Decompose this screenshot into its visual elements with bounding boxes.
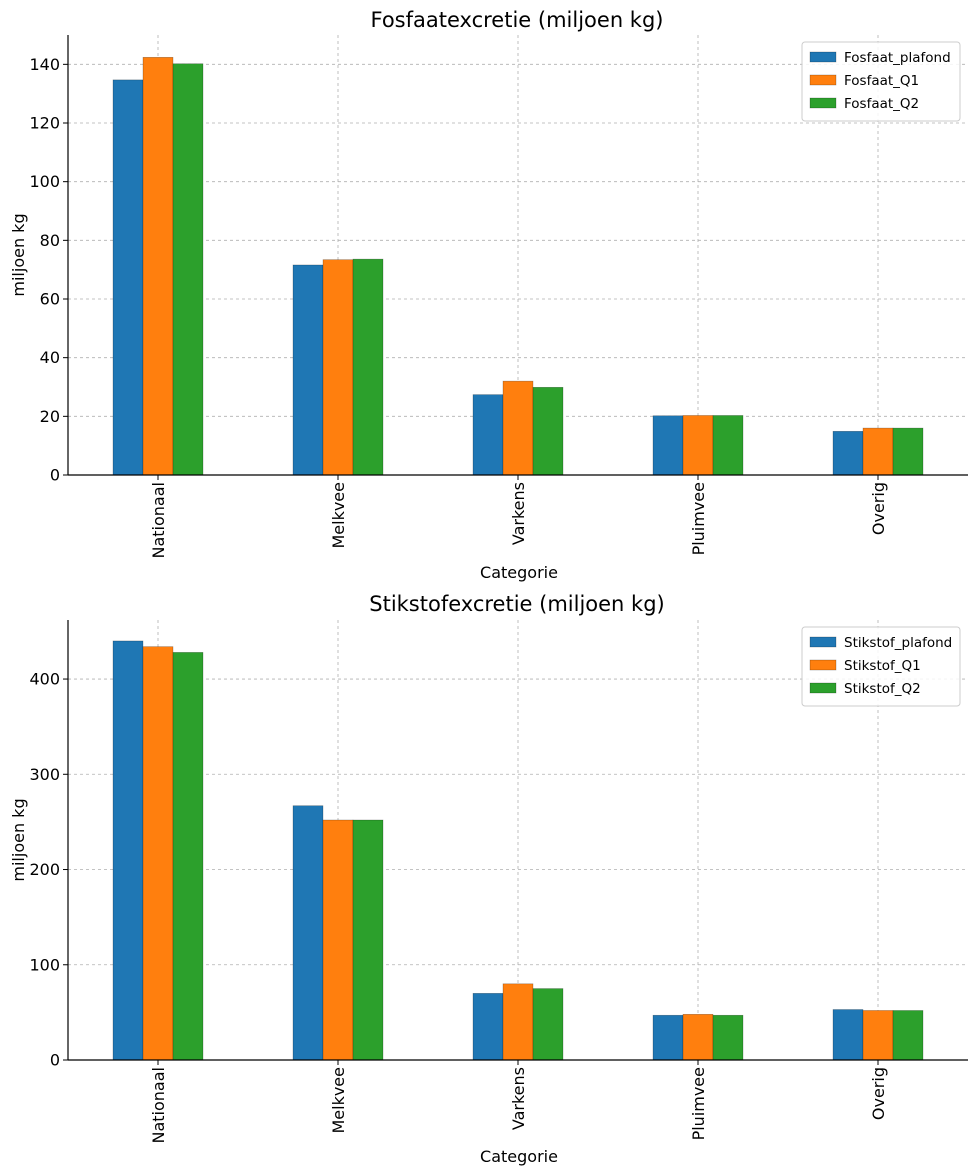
y-tick-label: 400 <box>29 670 60 689</box>
x-tick-label-varkens: Varkens <box>509 1067 528 1130</box>
legend: Stikstof_plafond Stikstof_Q1 Stikstof_Q2 <box>801 626 961 707</box>
y-axis-label: miljoen kg <box>9 213 28 296</box>
bar-fosfaat_q1-varkens <box>502 380 534 476</box>
bar-fosfaat_q2-nationaal <box>172 63 204 476</box>
legend-swatch-stikstof_plafond <box>809 636 837 648</box>
y-tick-label: 100 <box>29 172 60 191</box>
bar-stikstof_q1-overig <box>862 1010 894 1061</box>
bar-fosfaat_q2-melkvee <box>352 258 384 476</box>
bar-fosfaat_q2-varkens <box>532 386 564 476</box>
legend-swatch-fosfaat_q2 <box>809 97 837 109</box>
bar-stikstof_plafond-pluimvee <box>652 1014 684 1061</box>
legend: Fosfaat_plafond Fosfaat_Q1 Fosfaat_Q2 <box>801 41 961 122</box>
x-tick-label-overig: Overig <box>869 482 888 535</box>
legend-box <box>801 41 961 122</box>
legend-swatch-stikstof_q1 <box>809 659 837 671</box>
bar-fosfaat_plafond-melkvee <box>292 264 324 476</box>
bar-fosfaat_q2-overig <box>892 427 924 476</box>
y-tick-label: 140 <box>29 55 60 74</box>
x-tick-label-overig: Overig <box>869 1067 888 1120</box>
legend-label-fosfaat_q1: Fosfaat_Q1 <box>844 73 919 89</box>
chart-panel-1: 0 20 40 60 80 100 120 140 Nationaal Melkvee Varken… <box>9 8 968 582</box>
x-tick-label-melkvee: Melkvee <box>329 482 348 549</box>
legend-label-stikstof_q1: Stikstof_Q1 <box>844 658 921 674</box>
bar-fosfaat_plafond-pluimvee <box>652 415 684 476</box>
y-tick-label: 0 <box>50 466 60 485</box>
y-tick-label: 100 <box>29 955 60 974</box>
bar-fosfaat_q1-melkvee <box>322 259 354 476</box>
bar-stikstof_q1-melkvee <box>322 819 354 1061</box>
y-tick-label: 20 <box>40 407 60 426</box>
bar-fosfaat_q1-overig <box>862 427 894 476</box>
x-tick-label-nationaal: Nationaal <box>149 1067 168 1143</box>
legend-label-stikstof_q2: Stikstof_Q2 <box>844 681 921 697</box>
legend-swatch-fosfaat_q1 <box>809 74 837 86</box>
legend-label-fosfaat_plafond: Fosfaat_plafond <box>844 50 951 66</box>
legend-box <box>801 626 961 707</box>
bar-stikstof_q1-varkens <box>502 983 534 1061</box>
legend-swatch-stikstof_q2 <box>809 682 837 694</box>
bar-stikstof_q2-pluimvee <box>712 1014 744 1061</box>
bar-fosfaat_q1-pluimvee <box>682 415 714 476</box>
y-tick-label: 300 <box>29 765 60 784</box>
bar-stikstof_q1-nationaal <box>142 646 174 1061</box>
chart-panel-2: 0 100 200 300 400 Nationaal Melkvee Varkens Plui… <box>9 592 968 1166</box>
y-tick-label: 120 <box>29 114 60 133</box>
bar-stikstof_plafond-melkvee <box>292 805 324 1061</box>
legend-swatch-fosfaat_plafond <box>809 51 837 63</box>
bar-stikstof_q2-overig <box>892 1010 924 1061</box>
x-tick-label-melkvee: Melkvee <box>329 1067 348 1134</box>
y-tick-label: 40 <box>40 348 60 367</box>
bar-fosfaat_q2-pluimvee <box>712 415 744 476</box>
bar-stikstof_plafond-nationaal <box>112 640 144 1061</box>
bar-fosfaat_plafond-overig <box>832 430 864 476</box>
bar-stikstof_q2-melkvee <box>352 819 384 1061</box>
bar-stikstof_q2-nationaal <box>172 652 204 1061</box>
x-tick-label-pluimvee: Pluimvee <box>689 482 708 555</box>
x-tick-label-pluimvee: Pluimvee <box>689 1067 708 1140</box>
y-tick-label: 60 <box>40 290 60 309</box>
y-tick-label: 200 <box>29 860 60 879</box>
bar-stikstof_q2-varkens <box>532 988 564 1061</box>
bar-fosfaat_plafond-varkens <box>472 394 504 476</box>
y-tick-label: 80 <box>40 231 60 250</box>
bar-fosfaat_plafond-nationaal <box>112 79 144 476</box>
bar-stikstof_plafond-varkens <box>472 993 504 1061</box>
x-axis-label: Categorie <box>480 1147 558 1166</box>
chart-title: Fosfaatexcretie (miljoen kg) <box>371 8 664 32</box>
bar-stikstof_plafond-overig <box>832 1009 864 1061</box>
chart-title: Stikstofexcretie (miljoen kg) <box>369 592 664 616</box>
y-axis-label: miljoen kg <box>9 798 28 881</box>
x-tick-label-nationaal: Nationaal <box>149 482 168 558</box>
legend-label-fosfaat_q2: Fosfaat_Q2 <box>844 96 919 112</box>
bar-stikstof_q1-pluimvee <box>682 1013 714 1061</box>
x-tick-label-varkens: Varkens <box>509 482 528 545</box>
bar-fosfaat_q1-nationaal <box>142 56 174 476</box>
x-axis-label: Categorie <box>480 563 558 582</box>
y-tick-label: 0 <box>50 1051 60 1070</box>
legend-label-stikstof_plafond: Stikstof_plafond <box>844 635 952 651</box>
